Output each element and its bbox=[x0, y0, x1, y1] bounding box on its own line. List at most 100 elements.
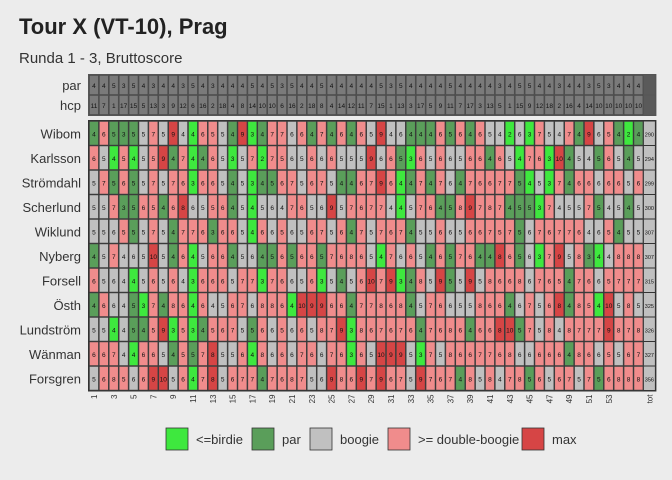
score-cell bbox=[584, 121, 594, 146]
score-cell bbox=[148, 366, 159, 391]
score-cell bbox=[524, 268, 535, 293]
score-value: 5 bbox=[300, 229, 304, 236]
score-cell bbox=[455, 219, 465, 244]
chart-title: Tour X (VT-10), Prag bbox=[19, 14, 228, 39]
header-value-par: 5 bbox=[518, 83, 522, 90]
score-value: 6 bbox=[350, 376, 354, 383]
score-cell bbox=[445, 341, 456, 366]
score-cell bbox=[267, 121, 277, 146]
header-value-par: 5 bbox=[597, 83, 601, 90]
score-value: 6 bbox=[359, 254, 363, 261]
score-cell bbox=[267, 219, 277, 244]
score-cell bbox=[346, 170, 357, 195]
score-cell bbox=[406, 219, 416, 244]
header-cell-par bbox=[376, 75, 386, 95]
score-cell bbox=[307, 243, 317, 268]
score-cell bbox=[217, 268, 228, 293]
score-value: 7 bbox=[637, 278, 641, 285]
score-value: 6 bbox=[310, 352, 314, 359]
header-cell-par bbox=[138, 75, 149, 95]
score-value: 7 bbox=[488, 229, 492, 236]
score-cell bbox=[237, 268, 248, 293]
score-value: 6 bbox=[359, 278, 363, 285]
score-cell bbox=[217, 170, 228, 195]
header-value-hcp: 5 bbox=[498, 103, 502, 110]
score-value: 5 bbox=[419, 254, 423, 261]
score-cell bbox=[475, 341, 485, 366]
score-value: 6 bbox=[488, 180, 492, 187]
score-value: 4 bbox=[132, 156, 136, 163]
score-cell bbox=[386, 170, 396, 195]
score-value: 4 bbox=[231, 254, 235, 261]
score-value: 4 bbox=[508, 303, 512, 310]
score-value: 6 bbox=[201, 229, 205, 236]
score-value: 5 bbox=[122, 376, 126, 383]
score-value: 4 bbox=[458, 376, 462, 383]
score-cell bbox=[386, 145, 396, 170]
score-value: 6 bbox=[181, 376, 185, 383]
header-cell-par bbox=[366, 75, 376, 95]
score-value: 5 bbox=[409, 376, 413, 383]
score-value: 9 bbox=[389, 278, 393, 285]
score-value: 6 bbox=[280, 303, 284, 310]
header-value-hcp: 7 bbox=[102, 103, 106, 110]
score-value: 9 bbox=[369, 156, 373, 163]
score-cell bbox=[594, 194, 604, 219]
header-value-hcp: 5 bbox=[429, 103, 433, 110]
score-cell bbox=[445, 243, 456, 268]
score-cell bbox=[564, 170, 574, 195]
score-cell bbox=[554, 292, 564, 317]
score-cell bbox=[356, 194, 366, 219]
score-cell bbox=[277, 121, 287, 146]
header-cell-hcp bbox=[316, 95, 327, 115]
score-value: 5 bbox=[577, 376, 581, 383]
score-value: 5 bbox=[627, 180, 631, 187]
player-name: Wibom bbox=[41, 126, 81, 141]
header-value-hcp: 10 bbox=[269, 103, 277, 110]
score-value: 5 bbox=[221, 303, 225, 310]
score-cell bbox=[336, 317, 347, 342]
score-cell bbox=[396, 219, 406, 244]
score-value: 4 bbox=[518, 156, 522, 163]
score-value: 4 bbox=[142, 327, 146, 334]
score-value: 6 bbox=[181, 180, 185, 187]
score-value: 6 bbox=[280, 376, 284, 383]
score-value: 4 bbox=[260, 254, 264, 261]
score-value: 7 bbox=[528, 303, 532, 310]
score-value: 7 bbox=[567, 376, 571, 383]
score-value: 5 bbox=[241, 229, 245, 236]
score-cell bbox=[109, 292, 119, 317]
score-cell bbox=[534, 219, 545, 244]
header-value-par: 4 bbox=[330, 83, 334, 90]
score-cell bbox=[297, 194, 307, 219]
score-cell bbox=[208, 292, 218, 317]
score-cell bbox=[475, 121, 485, 146]
score-cell bbox=[594, 366, 604, 391]
score-value: 6 bbox=[330, 303, 334, 310]
header-cell-hcp bbox=[425, 95, 436, 115]
score-cell bbox=[89, 292, 99, 317]
score-cell bbox=[514, 170, 525, 195]
total-value: 307 bbox=[645, 255, 654, 261]
score-value: 6 bbox=[102, 376, 106, 383]
score-value: 6 bbox=[300, 131, 304, 138]
score-cell bbox=[623, 170, 634, 195]
score-cell bbox=[287, 341, 297, 366]
score-value: 4 bbox=[389, 131, 393, 138]
header-value-par: 4 bbox=[458, 83, 462, 90]
score-value: 7 bbox=[270, 278, 274, 285]
score-cell bbox=[128, 292, 139, 317]
score-cell bbox=[613, 317, 624, 342]
score-value: 6 bbox=[538, 376, 542, 383]
score-value: 6 bbox=[359, 131, 363, 138]
score-cell bbox=[574, 341, 584, 366]
score-cell bbox=[406, 194, 416, 219]
x-tick-label: 17 bbox=[248, 394, 257, 403]
score-value: 5 bbox=[92, 327, 96, 334]
score-value: 5 bbox=[300, 278, 304, 285]
score-cell bbox=[118, 292, 129, 317]
score-value: 8 bbox=[478, 303, 482, 310]
score-cell bbox=[158, 170, 168, 195]
score-cell bbox=[604, 145, 614, 170]
score-value: 3 bbox=[399, 278, 403, 285]
